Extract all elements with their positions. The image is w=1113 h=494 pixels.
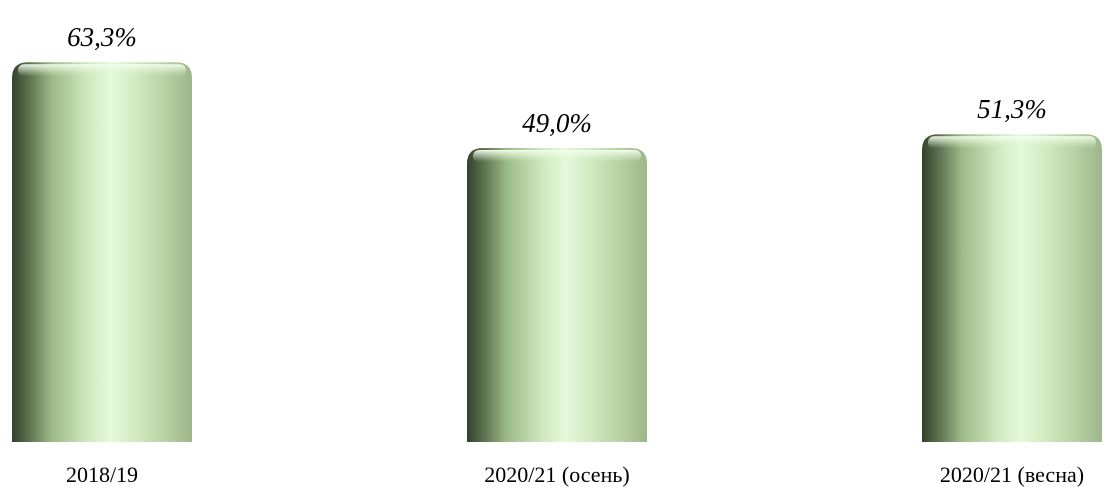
bar-value-label: 51,3% xyxy=(977,94,1047,124)
bar-cap-highlight xyxy=(473,150,641,162)
bar-cap-highlight xyxy=(928,136,1096,149)
bar xyxy=(922,134,1102,442)
bars-group xyxy=(12,62,1102,442)
category-tick-label: 2020/21 (осень) xyxy=(484,462,629,487)
category-tick-label: 2018/19 xyxy=(66,462,138,487)
bar-value-label: 63,3% xyxy=(67,22,137,52)
category-labels-group: 2018/19 2020/21 (осень) 2020/21 (весна) xyxy=(66,462,1084,487)
value-labels-group: 63,3% 49,0% 51,3% xyxy=(67,22,1047,138)
bar-value-label: 49,0% xyxy=(522,108,592,138)
bar-cap-highlight xyxy=(18,64,186,77)
category-tick-label: 2020/21 (весна) xyxy=(940,462,1084,487)
bar xyxy=(467,148,647,442)
bar xyxy=(12,62,192,442)
